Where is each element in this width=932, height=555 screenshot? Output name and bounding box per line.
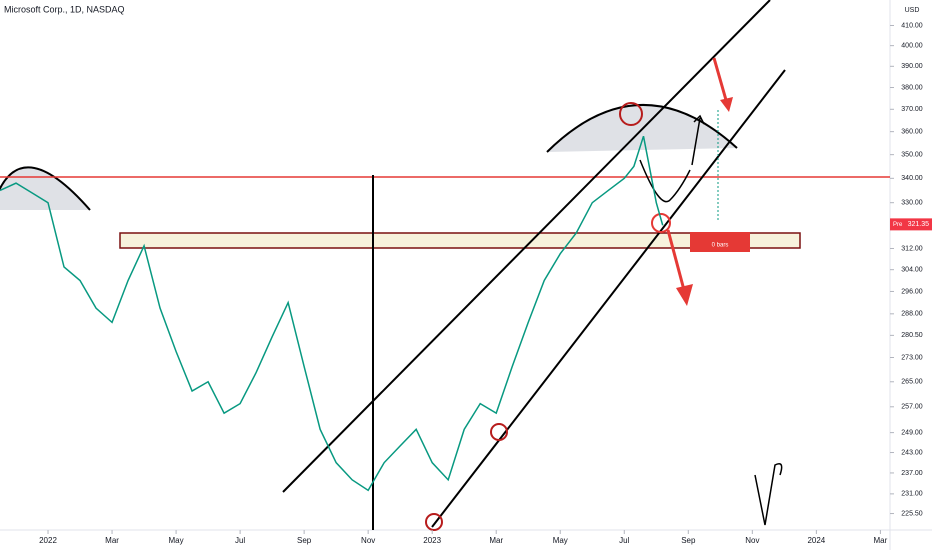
price-tag [890, 218, 932, 231]
dome-left [0, 167, 90, 210]
y-tick-label: 390.00 [901, 63, 923, 70]
y-tick-label: 243.00 [901, 449, 923, 456]
arc-right [546, 104, 738, 153]
y-tick-label: 257.00 [901, 404, 923, 411]
arrow [712, 57, 728, 101]
chart-title: Microsoft Corp., 1D, NASDAQ [4, 4, 125, 14]
currency: USD [905, 7, 920, 14]
y-tick-label: 280.50 [901, 332, 923, 339]
measure-box [690, 232, 750, 252]
x-tick-label: Jul [235, 536, 245, 545]
y-tick-label: 225.50 [901, 510, 923, 517]
y-tick-label: 400.00 [901, 42, 923, 49]
circle-marker [425, 513, 443, 531]
x-tick-label: Mar [874, 536, 888, 545]
y-tick-label: 312.00 [901, 245, 923, 252]
x-tick-label: Sep [681, 536, 696, 545]
x-tick-label: Nov [745, 536, 759, 545]
circle-marker [619, 102, 643, 126]
zone [119, 232, 801, 249]
x-tick-label: 2024 [807, 536, 825, 545]
y-tick-label: 296.00 [901, 288, 923, 295]
y-tick-label: 237.00 [901, 470, 923, 477]
scribble [639, 159, 691, 203]
y-tick-label: 380.00 [901, 84, 923, 91]
y-tick-label: 304.00 [901, 267, 923, 274]
channel-upper [282, 0, 771, 493]
y-tick-label: 288.00 [901, 311, 923, 318]
price-line [0, 135, 664, 492]
x-tick-label: May [169, 536, 184, 545]
channel-lower [431, 69, 786, 528]
x-tick-label: Mar [489, 536, 503, 545]
y-tick-label: 273.00 [901, 354, 923, 361]
price-tag-label: Pre [893, 222, 903, 228]
scribble-bottom [754, 463, 783, 526]
y-tick-label: 360.00 [901, 128, 923, 135]
y-tick-label: 231.00 [901, 491, 923, 498]
y-tick-label: 350.00 [901, 151, 923, 158]
arrowhead [676, 284, 693, 306]
x-tick-label: Sep [297, 536, 312, 545]
arc-left [0, 166, 91, 211]
y-tick-label: 265.00 [901, 379, 923, 386]
measure-label: 0 bars [712, 243, 729, 249]
scribble-arrow [691, 114, 705, 166]
x-tick-label: 2023 [423, 536, 441, 545]
arrowhead [720, 97, 733, 112]
y-tick-label: 340.00 [901, 175, 923, 182]
circle-marker [490, 423, 508, 441]
arrow [666, 229, 686, 291]
y-tick-label: 330.00 [901, 200, 923, 207]
x-tick-label: May [553, 536, 568, 545]
x-tick-label: Jul [619, 536, 629, 545]
x-tick-label: Mar [105, 536, 119, 545]
y-tick-label: 370.00 [901, 106, 923, 113]
price-tag-value: 321.35 [908, 221, 930, 228]
x-tick-label: Nov [361, 536, 375, 545]
circle-marker [651, 213, 671, 233]
x-tick-label: 2022 [39, 536, 57, 545]
y-tick-label: 249.00 [901, 429, 923, 436]
y-tick-label: 410.00 [901, 22, 923, 29]
